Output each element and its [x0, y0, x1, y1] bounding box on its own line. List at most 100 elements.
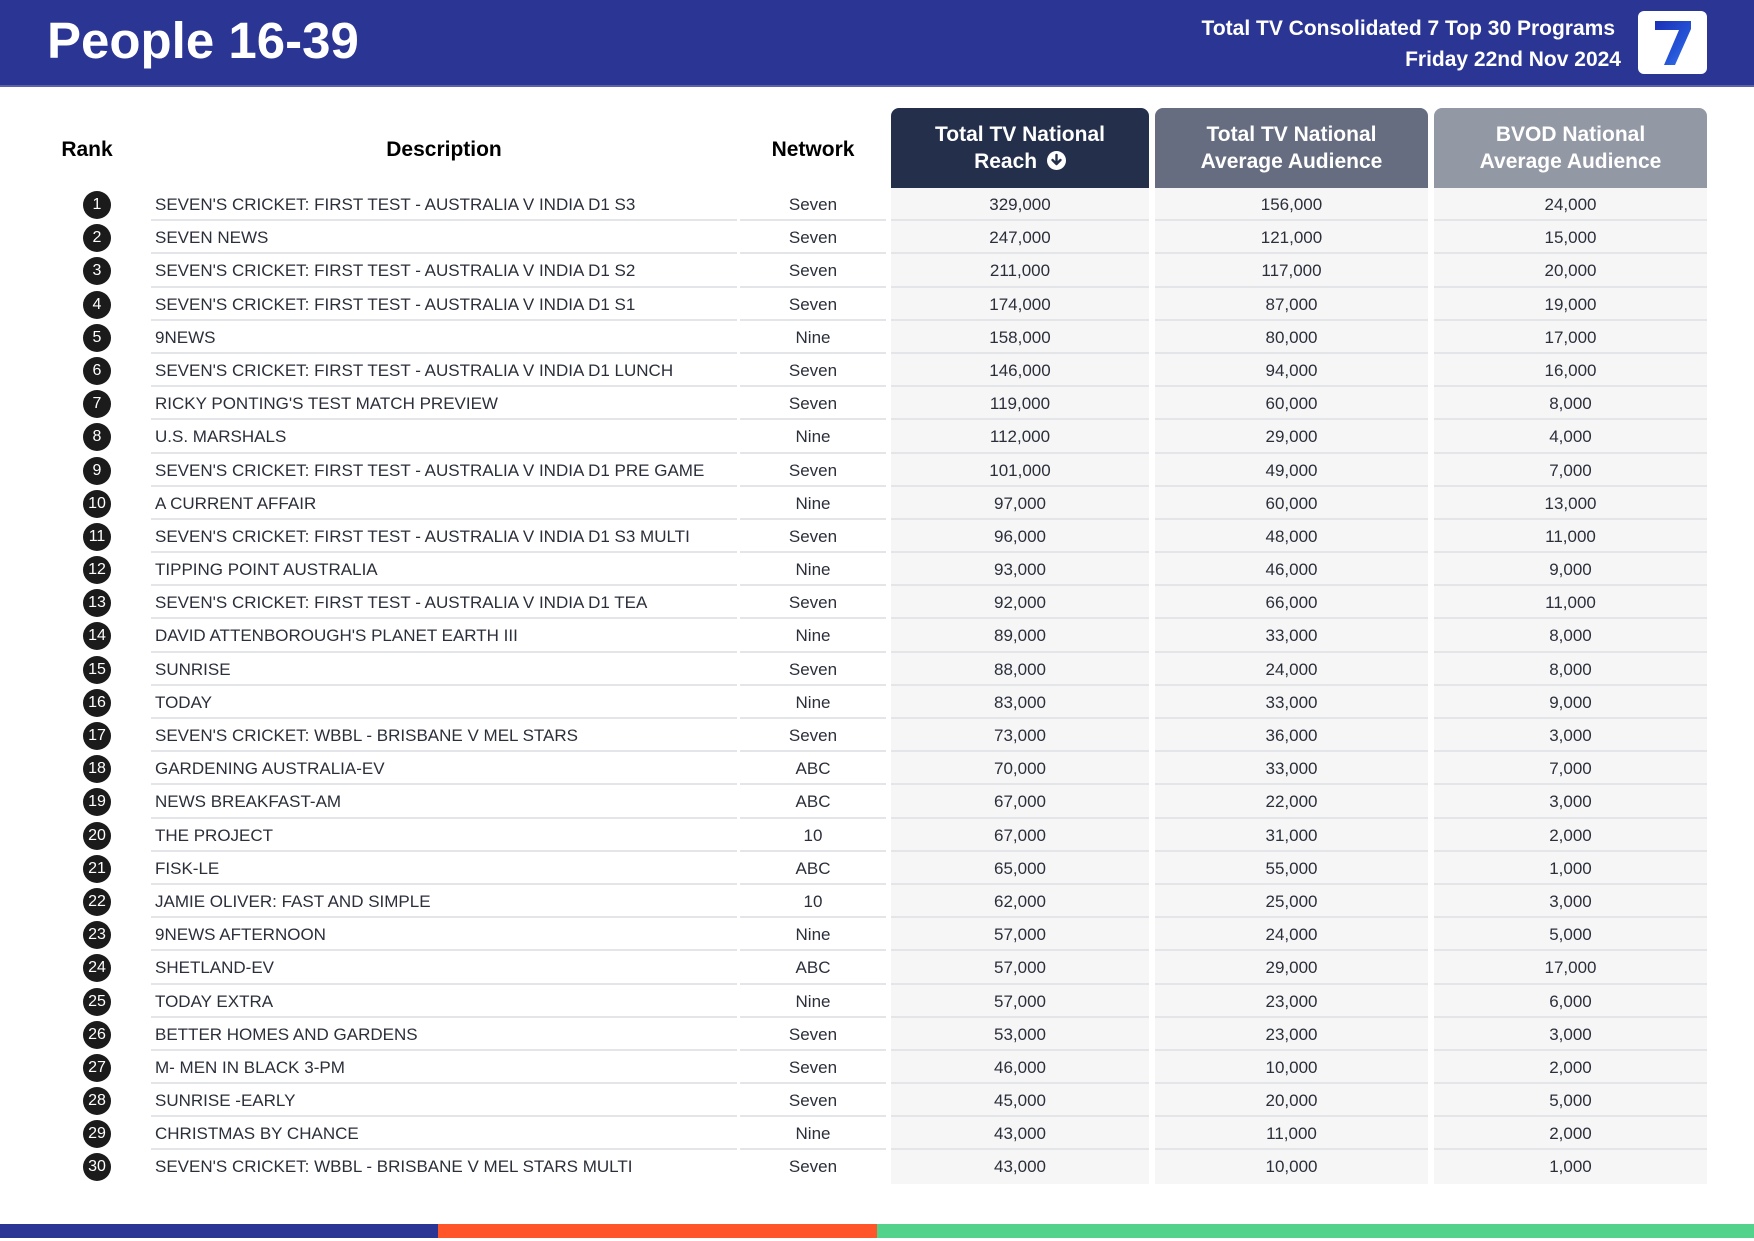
- program-description: BETTER HOMES AND GARDENS: [151, 1018, 737, 1051]
- program-description: M- MEN IN BLACK 3-PM: [151, 1051, 737, 1085]
- reach-header-line2: Reach: [974, 150, 1038, 173]
- average-audience-value: 60,000: [1155, 387, 1428, 421]
- program-network: ABC: [740, 785, 886, 819]
- page-title: People 16-39: [47, 12, 359, 69]
- program-description: U.S. MARSHALS: [151, 420, 737, 454]
- rank-badge: 16: [83, 688, 111, 717]
- program-network: Nine: [740, 487, 886, 520]
- seven-logo-glyph-icon: [1654, 20, 1691, 65]
- table-row: 6 SEVEN'S CRICKET: FIRST TEST - AUSTRALIA…: [0, 353, 1754, 388]
- reach-value: 67,000: [891, 818, 1149, 852]
- program-network: Seven: [740, 254, 886, 288]
- bvod-value: 17,000: [1434, 320, 1707, 354]
- column-header-rank: Rank: [61, 138, 113, 161]
- reach-value: 73,000: [891, 719, 1149, 753]
- sort-descending-icon[interactable]: [1046, 151, 1066, 170]
- average-audience-value: 22,000: [1155, 785, 1428, 819]
- program-description: SEVEN'S CRICKET: FIRST TEST - AUSTRALIA …: [151, 454, 737, 487]
- bvod-value: 8,000: [1434, 652, 1707, 686]
- table-row: 27 M- MEN IN BLACK 3-PM Seven 46,000 10,000 2…: [0, 1050, 1754, 1085]
- reach-value: 97,000: [891, 486, 1149, 520]
- table-row: 5 9NEWS Nine 158,000 80,000 17,000: [0, 320, 1754, 354]
- table-row: 3 SEVEN'S CRICKET: FIRST TEST - AUSTRALIA…: [0, 254, 1754, 288]
- reach-value: 101,000: [891, 453, 1149, 487]
- bvod-value: 9,000: [1434, 553, 1707, 587]
- table-row: 8 U.S. MARSHALS Nine 112,000 29,000 4,000: [0, 420, 1754, 454]
- average-audience-value: 66,000: [1155, 586, 1428, 620]
- average-audience-value: 48,000: [1155, 519, 1428, 554]
- bvod-value: 8,000: [1434, 619, 1707, 653]
- footer-stripe-green: [877, 1224, 1754, 1238]
- table-row: 23 9NEWS AFTERNOON Nine 57,000 24,000 5,000: [0, 918, 1754, 952]
- table-row: 22 JAMIE OLIVER: FAST AND SIMPLE 10 62,000 2…: [0, 884, 1754, 919]
- bvod-value: 7,000: [1434, 752, 1707, 786]
- reach-value: 93,000: [891, 553, 1149, 587]
- average-audience-value: 87,000: [1155, 287, 1428, 321]
- column-header-bvod: BVOD National Average Audience: [1434, 108, 1707, 188]
- average-audience-value: 121,000: [1155, 221, 1428, 255]
- program-network: ABC: [740, 852, 886, 885]
- rank-badge: 14: [83, 622, 111, 651]
- bvod-value: 19,000: [1434, 287, 1707, 321]
- program-description: SEVEN'S CRICKET: WBBL - BRISBANE V MEL S…: [155, 1157, 633, 1177]
- table-row: 19 NEWS BREAKFAST-AM ABC 67,000 22,000 3,000: [0, 785, 1754, 819]
- average-audience-value: 11,000: [1155, 1117, 1428, 1151]
- program-network: Nine: [740, 918, 886, 952]
- bvod-value: 1,000: [1434, 1150, 1707, 1184]
- program-description: DAVID ATTENBOROUGH'S PLANET EARTH III: [151, 619, 737, 653]
- program-description: NEWS BREAKFAST-AM: [151, 785, 737, 819]
- report-date: Friday 22nd Nov 2024: [1405, 48, 1621, 71]
- program-network: Seven: [740, 1084, 886, 1118]
- program-description: FISK-LE: [151, 852, 737, 885]
- bvod-value: 3,000: [1434, 1017, 1707, 1051]
- program-description: TODAY: [151, 686, 737, 719]
- average-audience-value: 10,000: [1155, 1150, 1428, 1184]
- rank-badge: 12: [83, 556, 111, 585]
- footer-stripe-blue: [0, 1224, 438, 1238]
- reach-value: 57,000: [891, 984, 1149, 1018]
- reach-value: 45,000: [891, 1084, 1149, 1118]
- program-description: SEVEN'S CRICKET: FIRST TEST - AUSTRALIA …: [151, 288, 737, 321]
- program-network: Seven: [740, 354, 886, 388]
- rank-badge: 17: [83, 722, 111, 750]
- program-network: Seven: [740, 719, 886, 753]
- table-row: 14 DAVID ATTENBOROUGH'S PLANET EARTH III N…: [0, 619, 1754, 653]
- rank-badge: 27: [83, 1053, 111, 1082]
- bvod-value: 16,000: [1434, 353, 1707, 388]
- column-header-reach[interactable]: Total TV National Reach: [891, 108, 1149, 188]
- average-audience-value: 25,000: [1155, 884, 1428, 919]
- bvod-value: 11,000: [1434, 586, 1707, 620]
- bvod-value: 2,000: [1434, 818, 1707, 852]
- table-row: 29 CHRISTMAS BY CHANCE Nine 43,000 11,000 2,0…: [0, 1117, 1754, 1151]
- table-row: 21 FISK-LE ABC 65,000 55,000 1,000: [0, 851, 1754, 885]
- average-audience-value: 46,000: [1155, 553, 1428, 587]
- program-description: RICKY PONTING'S TEST MATCH PREVIEW: [151, 387, 737, 421]
- average-audience-value: 55,000: [1155, 851, 1428, 885]
- table-row: 15 SUNRISE Seven 88,000 24,000 8,000: [0, 652, 1754, 686]
- program-description: SEVEN NEWS: [151, 221, 737, 255]
- program-description: THE PROJECT: [151, 819, 737, 852]
- reach-value: 62,000: [891, 884, 1149, 919]
- rank-badge: 5: [83, 323, 111, 352]
- rank-badge: 20: [83, 821, 111, 850]
- rank-badge: 13: [83, 589, 111, 618]
- bvod-value: 5,000: [1434, 918, 1707, 952]
- reach-value: 174,000: [891, 287, 1149, 321]
- rank-badge: 29: [83, 1120, 111, 1149]
- bvod-value: 9,000: [1434, 685, 1707, 719]
- program-network: 10: [740, 885, 886, 919]
- program-network: Seven: [740, 1051, 886, 1085]
- program-network: Seven: [740, 653, 886, 686]
- program-description: JAMIE OLIVER: FAST AND SIMPLE: [151, 885, 737, 919]
- table-row: 30 SEVEN'S CRICKET: WBBL - BRISBANE V MEL…: [0, 1150, 1754, 1184]
- report-name: Total TV Consolidated 7 Top 30 Programs: [1201, 17, 1615, 40]
- rank-badge: 22: [83, 887, 111, 916]
- rank-badge: 30: [83, 1153, 111, 1182]
- rank-badge: 24: [83, 954, 111, 983]
- bvod-value: 3,000: [1434, 884, 1707, 919]
- bvod-value: 15,000: [1434, 221, 1707, 255]
- rank-badge: 18: [83, 755, 111, 784]
- program-description: 9NEWS AFTERNOON: [151, 918, 737, 952]
- reach-value: 89,000: [891, 619, 1149, 653]
- reach-value: 158,000: [891, 320, 1149, 354]
